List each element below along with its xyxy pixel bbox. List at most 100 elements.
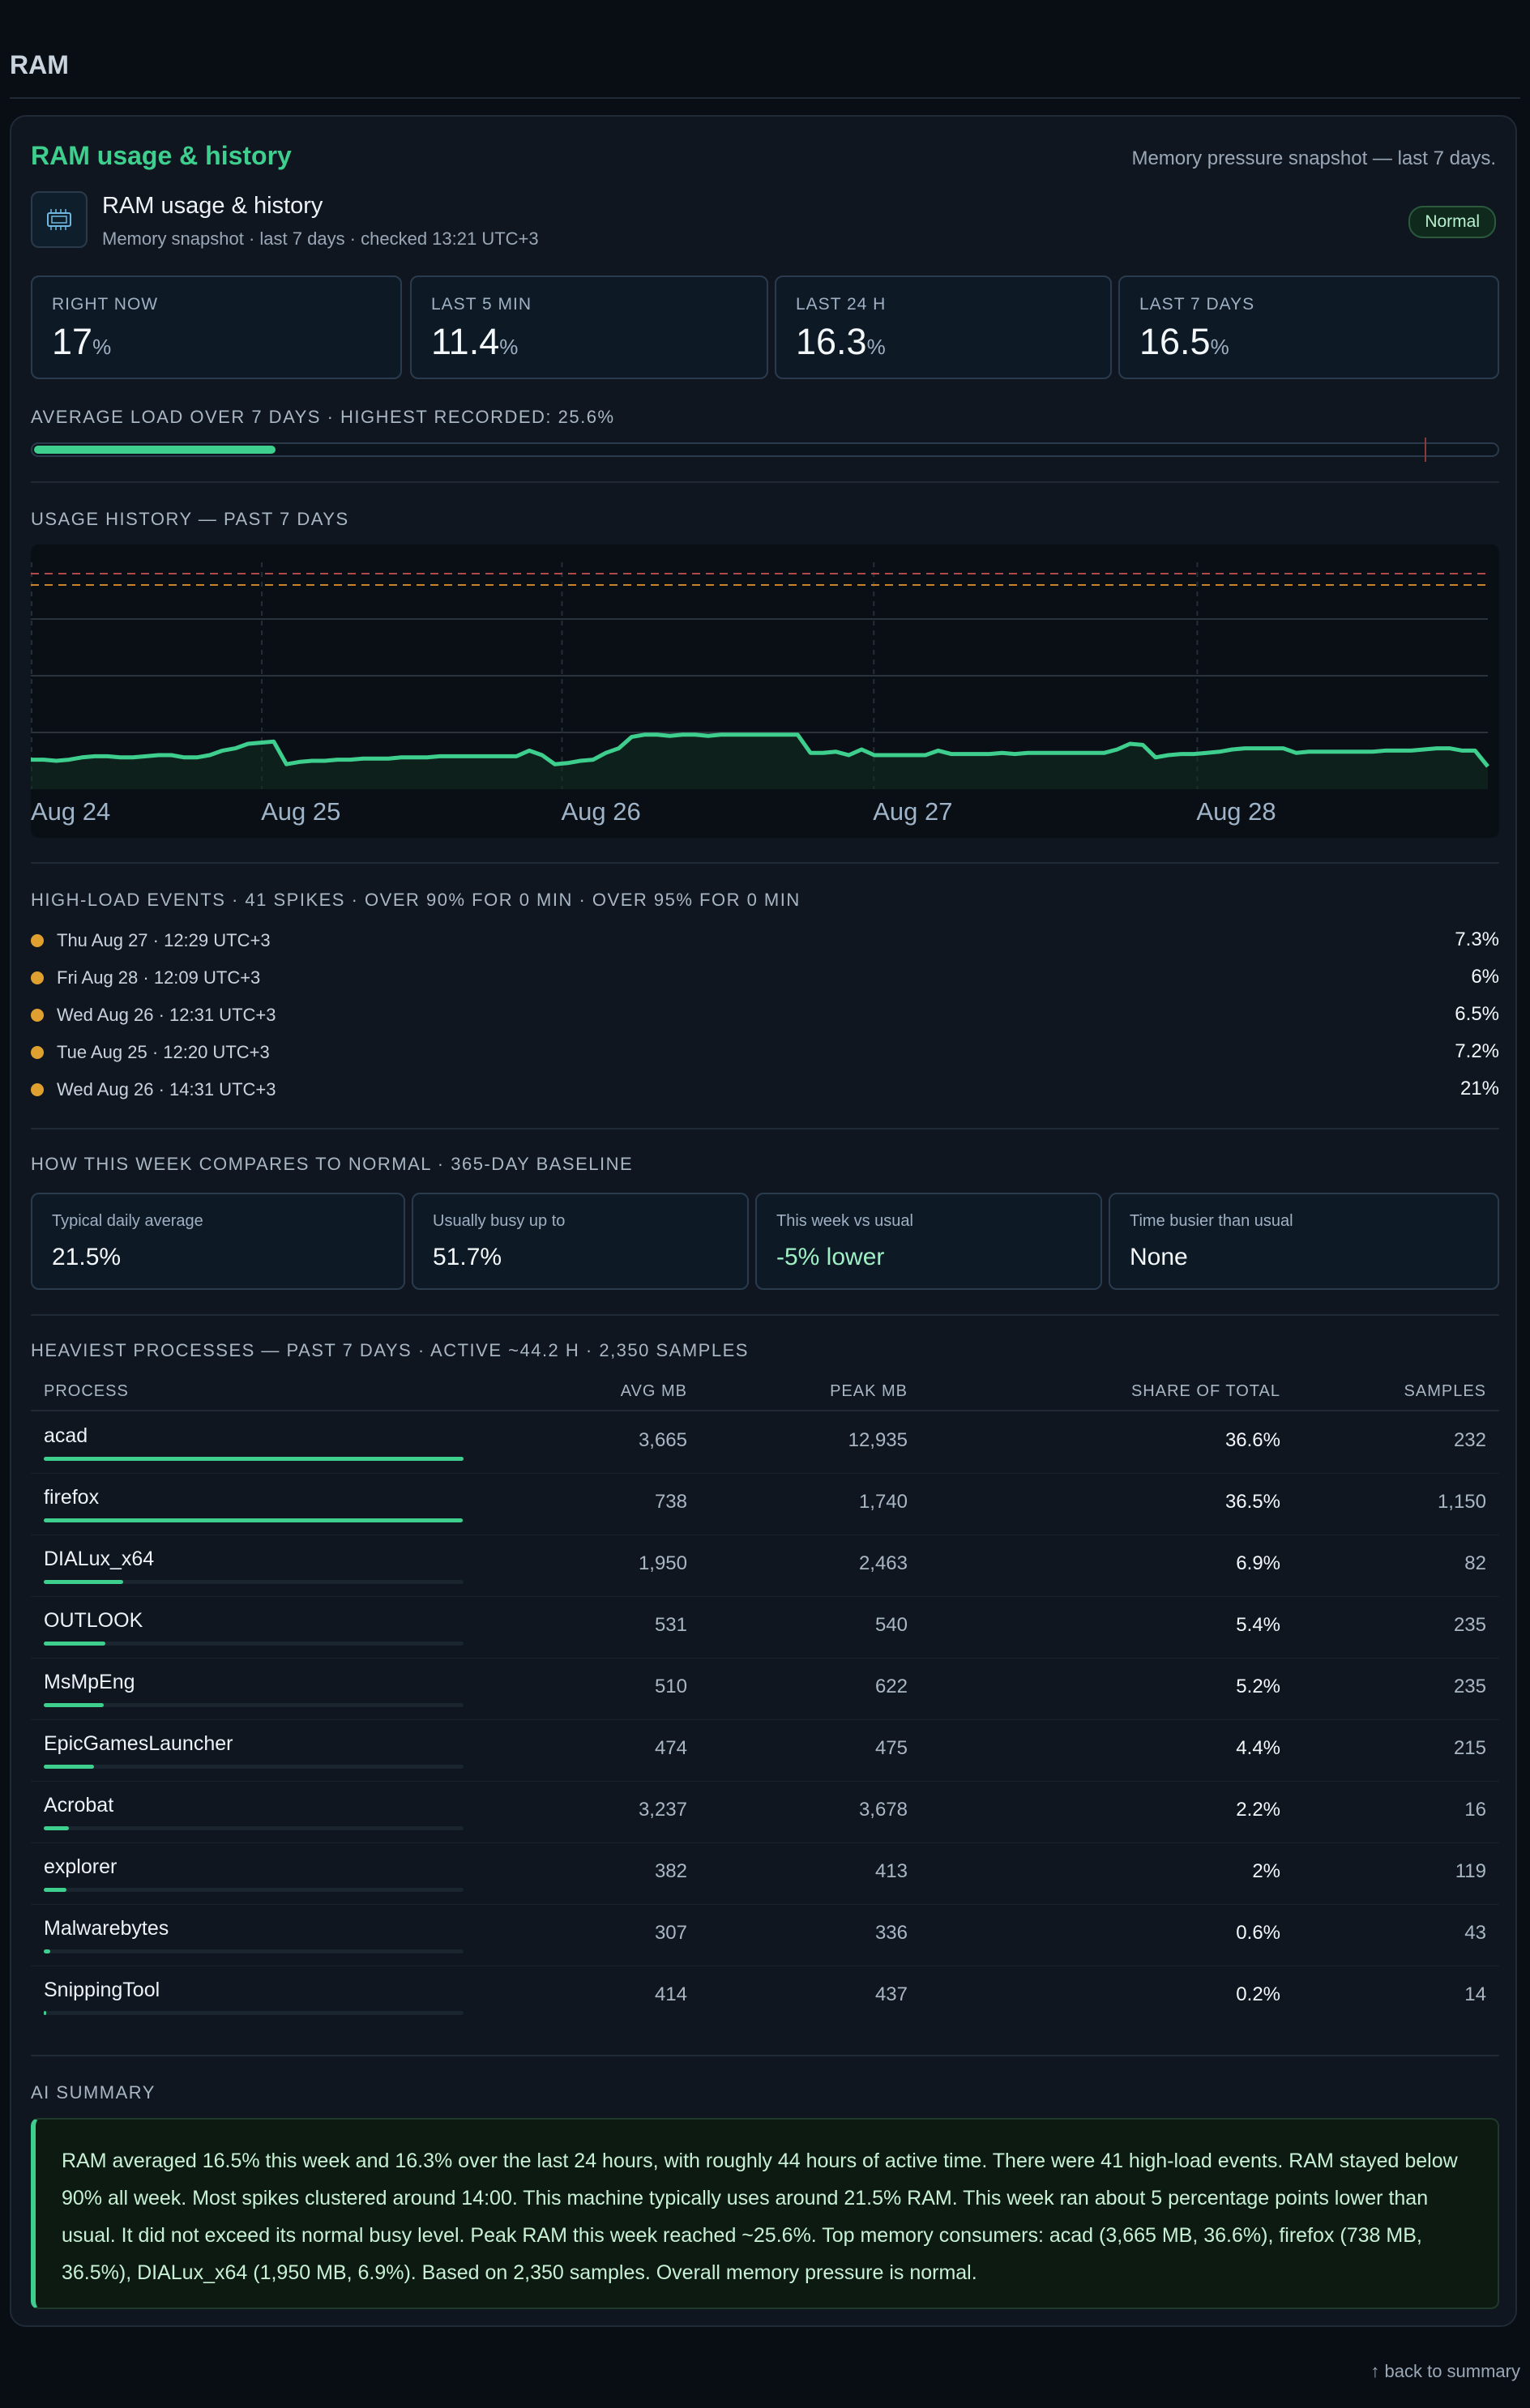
samples: 14 xyxy=(1464,1983,1486,2005)
share-of-total: 4.4% xyxy=(1236,1737,1280,1759)
process-name: Malwarebytes xyxy=(44,1917,169,1940)
peak-mb: 2,463 xyxy=(858,1552,908,1574)
x-tick-label: Aug 26 xyxy=(561,797,640,826)
peak-mb: 336 xyxy=(874,1922,908,1944)
event-value: 7.3% xyxy=(1455,929,1499,950)
x-tick-label: Aug 27 xyxy=(873,797,952,826)
avg-mb: 3,665 xyxy=(638,1429,687,1451)
baseline-busy-up-to: Usually busy up to 51.7% xyxy=(412,1193,749,1290)
column-share: SHARE OF TOTAL xyxy=(1130,1382,1280,1400)
process-row: explorer 382 413 2% 119 xyxy=(31,1842,1499,1905)
baseline-item-label: This week vs usual xyxy=(776,1212,913,1230)
share-of-total: 2.2% xyxy=(1236,1799,1280,1821)
peak-mb: 475 xyxy=(874,1737,908,1759)
avg-mb: 414 xyxy=(654,1983,687,2005)
share-bar xyxy=(44,2011,464,2015)
event-row: Tue Aug 25 · 12:20 UTC+3 7.2% xyxy=(31,1035,1499,1068)
warning-dot-icon xyxy=(31,1083,44,1096)
ai-summary-text: RAM averaged 16.5% this week and 16.3% o… xyxy=(31,2118,1499,2309)
ai-summary-label: AI SUMMARY xyxy=(31,2082,156,2103)
avg-mb: 474 xyxy=(654,1737,687,1759)
column-process: PROCESS xyxy=(44,1382,129,1400)
baseline-item-value: 21.5% xyxy=(52,1244,122,1270)
section-divider xyxy=(31,862,1499,864)
samples: 1,150 xyxy=(1437,1491,1486,1513)
share-of-total: 0.2% xyxy=(1236,1983,1280,2005)
usage-chart-svg: Aug 24 Aug 25 Aug 26 Aug 27 Aug 28 xyxy=(31,562,1489,826)
stat-last-24-h: LAST 24 H 16.3% xyxy=(775,275,1112,379)
process-name: acad xyxy=(44,1424,88,1447)
event-value: 21% xyxy=(1459,1078,1499,1099)
event-row: Wed Aug 26 · 12:31 UTC+3 6.5% xyxy=(31,998,1499,1031)
baseline-item-label: Usually busy up to xyxy=(433,1212,566,1230)
peak-mb: 1,740 xyxy=(858,1491,908,1513)
process-name: EpicGamesLauncher xyxy=(44,1732,233,1755)
processes-table-header: PROCESS AVG MB PEAK MB SHARE OF TOTAL SA… xyxy=(31,1374,1499,1411)
process-name: Acrobat xyxy=(44,1794,114,1817)
stat-last-5-min: LAST 5 MIN 11.4% xyxy=(410,275,768,379)
share-of-total: 2% xyxy=(1252,1860,1280,1882)
baseline-label: HOW THIS WEEK COMPARES TO NORMAL · 365-D… xyxy=(31,1154,634,1174)
section-divider xyxy=(31,1314,1499,1316)
stat-value: 16.3 xyxy=(796,321,867,362)
stat-unit: % xyxy=(499,335,519,359)
share-bar-fill xyxy=(44,1949,51,1953)
baseline-time-busier: Time busier than usual None xyxy=(1109,1193,1499,1290)
event-time: Wed Aug 26 · 14:31 UTC+3 xyxy=(57,1079,276,1099)
stat-right-now: RIGHT NOW 17% xyxy=(31,275,402,379)
x-tick-label: Aug 25 xyxy=(261,797,340,826)
process-row: firefox 738 1,740 36.5% 1,150 xyxy=(31,1473,1499,1535)
samples: 235 xyxy=(1453,1614,1486,1636)
process-name: firefox xyxy=(44,1486,100,1509)
average-load-bar xyxy=(31,438,1499,462)
samples: 16 xyxy=(1464,1799,1486,1821)
event-value: 7.2% xyxy=(1455,1040,1499,1062)
average-load-label: AVERAGE LOAD OVER 7 DAYS · HIGHEST RECOR… xyxy=(31,407,615,427)
event-time: Thu Aug 27 · 12:29 UTC+3 xyxy=(57,930,271,950)
peak-mb: 413 xyxy=(874,1860,908,1882)
process-row: SnippingTool 414 437 0.2% 14 xyxy=(31,1966,1499,2027)
share-bar xyxy=(44,1457,464,1461)
stat-label: RIGHT NOW xyxy=(52,295,159,314)
event-time: Wed Aug 26 · 12:31 UTC+3 xyxy=(57,1005,276,1025)
warning-dot-icon xyxy=(31,1009,44,1022)
section-divider xyxy=(31,481,1499,483)
avg-mb: 1,950 xyxy=(638,1552,687,1574)
identity-meta: Memory snapshot · last 7 days · checked … xyxy=(102,228,539,249)
avg-mb: 307 xyxy=(654,1922,687,1944)
share-bar xyxy=(44,1949,464,1953)
section-divider xyxy=(31,2055,1499,2056)
baseline-typical-average: Typical daily average 21.5% xyxy=(31,1193,405,1290)
samples: 82 xyxy=(1464,1552,1486,1574)
process-name: DIALux_x64 xyxy=(44,1548,155,1570)
memory-chip-icon xyxy=(31,191,88,248)
process-row: EpicGamesLauncher 474 475 4.4% 215 xyxy=(31,1719,1499,1782)
x-tick-label: Aug 24 xyxy=(31,797,110,826)
warning-dot-icon xyxy=(31,1046,44,1059)
share-bar xyxy=(44,1765,464,1769)
peak-mb: 12,935 xyxy=(848,1429,908,1451)
identity-title: RAM usage & history xyxy=(102,193,323,219)
share-bar xyxy=(44,1580,464,1584)
average-load-fill xyxy=(34,446,276,454)
baseline-item-label: Typical daily average xyxy=(52,1212,203,1230)
peak-mb: 540 xyxy=(874,1614,908,1636)
baseline-week-vs-usual: This week vs usual -5% lower xyxy=(755,1193,1102,1290)
usage-line xyxy=(31,732,1489,768)
peak-mb: 437 xyxy=(874,1983,908,2005)
share-bar xyxy=(44,1642,464,1646)
event-value: 6.5% xyxy=(1455,1003,1499,1025)
stat-label: LAST 7 DAYS xyxy=(1139,295,1255,314)
baseline-item-value: None xyxy=(1130,1244,1188,1270)
share-bar xyxy=(44,1826,464,1830)
column-avg-mb: AVG MB xyxy=(620,1382,687,1400)
stat-value: 16.5 xyxy=(1139,321,1211,362)
share-bar-fill xyxy=(44,1765,95,1769)
stat-label: LAST 5 MIN xyxy=(431,295,532,314)
back-to-summary-link[interactable]: ↑ back to summary xyxy=(1370,2361,1520,2381)
share-of-total: 5.2% xyxy=(1236,1676,1280,1697)
samples: 232 xyxy=(1453,1429,1486,1451)
baseline-item-value: -5% lower xyxy=(776,1244,885,1270)
card-subtitle: Memory pressure snapshot — last 7 days. xyxy=(1131,147,1496,169)
warning-dot-icon xyxy=(31,934,44,947)
